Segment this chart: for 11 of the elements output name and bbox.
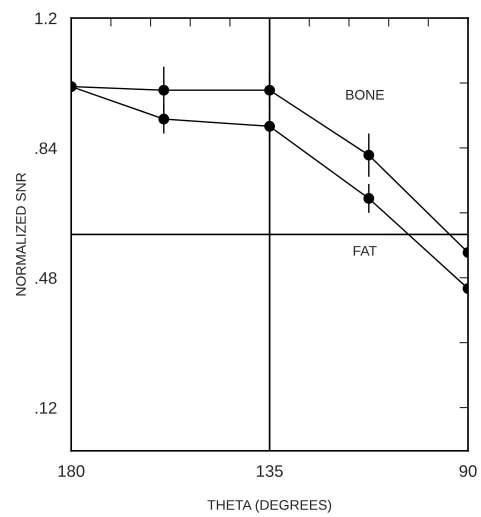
x-tick-label: 90	[460, 465, 477, 477]
x-tick-label: 180	[58, 465, 84, 477]
y-tick-label: .12	[36, 402, 56, 414]
y-axis-title: NORMALIZED SNR	[16, 172, 26, 296]
ref-line-label: FAT	[354, 246, 377, 256]
x-tick-label: 135	[256, 465, 283, 477]
y-tick-label: .84	[36, 142, 57, 154]
annotation: BONE	[346, 90, 384, 100]
x-axis-title: THETA (DEGREES)	[208, 500, 332, 513]
y-tick-label: .48	[36, 272, 57, 284]
y-tick-label: 1.2	[35, 12, 56, 24]
